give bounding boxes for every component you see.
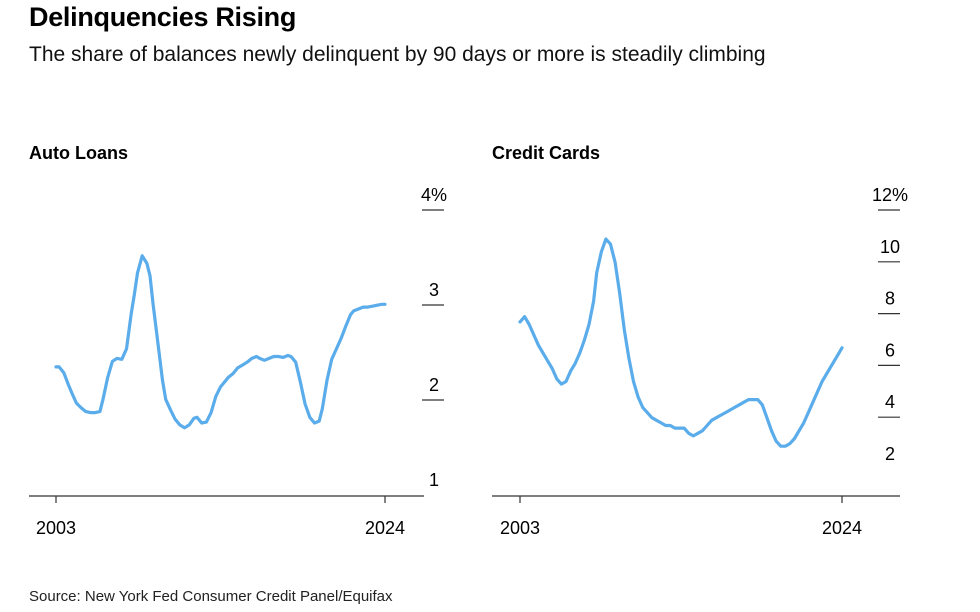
series-line <box>54 254 387 430</box>
chart-headline: Delinquencies Rising <box>29 2 297 32</box>
auto-loans-panel: Auto Loans 2003 2024 4% 3 2 1 <box>29 140 489 560</box>
chart-subhead: The share of balances newly delinquent b… <box>29 43 766 66</box>
series-line <box>518 237 844 448</box>
y-tick-label: 4% <box>421 185 447 205</box>
credit-cards-panel: Credit Cards 2003 2024 12% 10 8 6 4 2 <box>492 140 952 560</box>
y-tick-label: 3 <box>429 280 439 300</box>
y-tick-label: 10 <box>880 237 900 257</box>
y-tick-label: 2 <box>885 444 895 464</box>
y-tick-label: 8 <box>885 289 895 309</box>
y-tick-label: 12% <box>872 185 908 205</box>
source-note: Source: New York Fed Consumer Credit Pan… <box>29 588 393 605</box>
y-tick-label: 6 <box>885 340 895 360</box>
x-tick-label: 2003 <box>36 518 76 538</box>
x-tick-label: 2003 <box>500 518 540 538</box>
credit-cards-chart: 2003 2024 12% 10 8 6 4 2 <box>492 185 908 538</box>
y-tick-label: 4 <box>885 392 895 412</box>
auto-loans-title: Auto Loans <box>29 143 128 163</box>
y-tick-label: 2 <box>429 375 439 395</box>
x-tick-label: 2024 <box>822 518 862 538</box>
credit-cards-title: Credit Cards <box>492 143 601 163</box>
y-tick-label: 1 <box>429 470 439 490</box>
x-tick-label: 2024 <box>365 518 405 538</box>
auto-loans-chart: 2003 2024 4% 3 2 1 <box>29 185 447 538</box>
